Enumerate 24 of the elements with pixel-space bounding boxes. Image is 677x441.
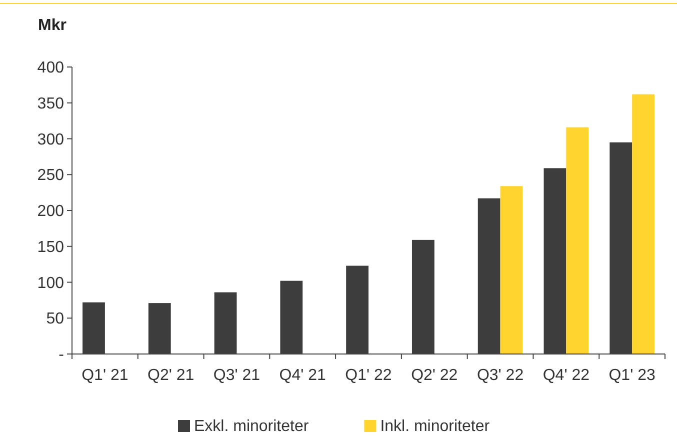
x-tick-label: Q1' 22: [345, 367, 392, 384]
bar: [500, 186, 523, 354]
y-tick-label: 50: [46, 310, 64, 328]
x-tick-label: Q3' 22: [476, 367, 524, 384]
x-tick-label: Q4' 21: [279, 367, 326, 384]
y-tick-label: 400: [37, 60, 64, 77]
y-tick-label: 300: [37, 131, 64, 148]
y-tick-label: 100: [37, 274, 64, 292]
legend-label: Inkl. minoriteter: [380, 418, 490, 435]
y-axis-title: Mkr: [38, 17, 66, 34]
legend-label: Exkl. minoriteter: [194, 418, 310, 435]
x-tick-label: Q2' 22: [411, 367, 458, 384]
y-tick-label: 250: [37, 167, 64, 184]
x-tick-label: Q4' 22: [542, 367, 590, 384]
y-tick-label: 150: [37, 238, 64, 256]
x-tick-label: Q2' 21: [148, 367, 194, 384]
y-tick-label: -: [58, 346, 64, 364]
x-tick-label: Q3' 21: [213, 367, 260, 384]
y-tick-label: 200: [37, 203, 64, 220]
y-tick-label: 350: [37, 95, 64, 112]
x-tick-label: Q1' 23: [608, 367, 656, 384]
bar: [632, 94, 654, 354]
x-tick-label: Q1' 21: [82, 367, 128, 384]
bar: [566, 127, 589, 354]
